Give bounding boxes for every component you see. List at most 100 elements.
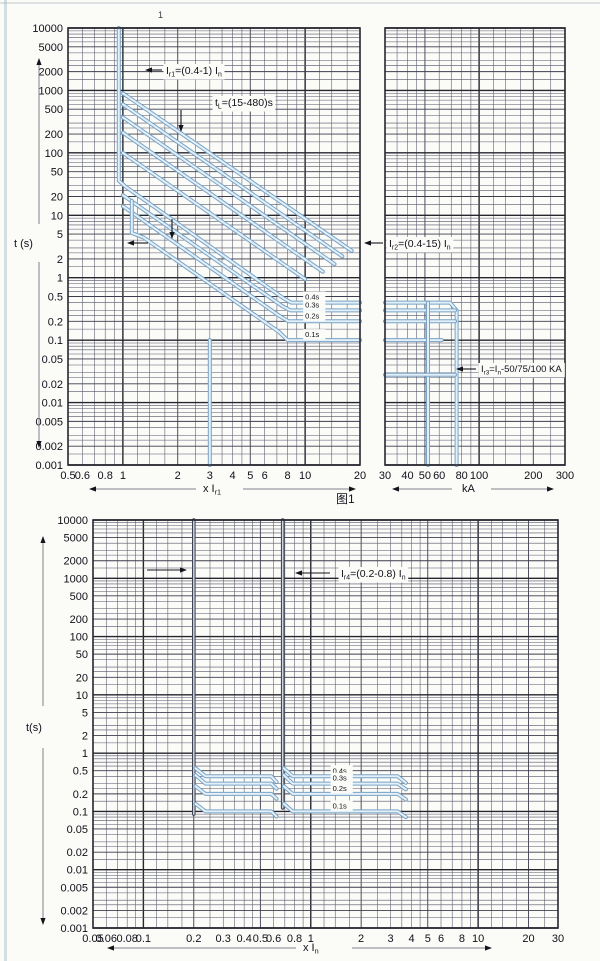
svg-text:8: 8 <box>459 933 465 945</box>
svg-text:0.3: 0.3 <box>216 933 231 945</box>
svg-text:10: 10 <box>299 470 311 482</box>
curve-long-time-pickup-max-to-0.4s-band <box>116 26 362 305</box>
svg-text:1000: 1000 <box>64 573 88 585</box>
svg-text:2: 2 <box>57 254 63 266</box>
svg-text:0.5: 0.5 <box>73 766 88 778</box>
svg-text:50: 50 <box>51 167 63 179</box>
svg-text:50: 50 <box>76 649 88 661</box>
log-grid <box>92 519 559 929</box>
svg-text:0.002: 0.002 <box>60 906 88 918</box>
curve-label: 0.3s <box>305 300 319 309</box>
svg-text:1: 1 <box>120 470 126 482</box>
svg-text:20: 20 <box>51 192 63 204</box>
svg-text:100: 100 <box>45 148 63 160</box>
svg-text:0.001: 0.001 <box>60 923 88 935</box>
svg-text:30: 30 <box>379 470 391 482</box>
svg-text:2: 2 <box>358 933 364 945</box>
svg-text:50: 50 <box>419 470 431 482</box>
svg-text:0.2: 0.2 <box>73 789 88 801</box>
svg-text:1: 1 <box>57 273 63 285</box>
svg-text:500: 500 <box>70 591 88 603</box>
svg-text:200: 200 <box>524 470 542 482</box>
svg-text:0.1: 0.1 <box>48 335 63 347</box>
svg-text:3: 3 <box>388 933 394 945</box>
svg-text:200: 200 <box>45 129 63 141</box>
svg-text:0.05: 0.05 <box>82 933 103 945</box>
svg-text:0.05: 0.05 <box>67 824 88 836</box>
svg-text:2000: 2000 <box>39 67 63 79</box>
svg-text:5: 5 <box>82 707 88 719</box>
svg-text:0.1: 0.1 <box>136 933 151 945</box>
stray-mark: 1 <box>158 10 164 20</box>
curve-label: 0.2s <box>333 784 347 793</box>
plot-frame <box>92 519 559 929</box>
svg-text:60: 60 <box>433 470 445 482</box>
svg-text:2000: 2000 <box>64 556 88 568</box>
curve-label-bg <box>330 765 353 776</box>
svg-text:0.005: 0.005 <box>35 416 63 428</box>
svg-text:4: 4 <box>408 933 414 945</box>
curve-gf-min-band-0.1s <box>193 801 279 819</box>
svg-text:0.8: 0.8 <box>287 933 302 945</box>
svg-text:20: 20 <box>76 672 88 684</box>
svg-text:0.4: 0.4 <box>237 933 252 945</box>
curve-label-bg <box>303 329 326 340</box>
annotation-text: Ir4=(0.2-0.8) In <box>341 568 406 582</box>
svg-text:5000: 5000 <box>39 42 63 54</box>
curves <box>192 518 408 820</box>
svg-text:300: 300 <box>556 470 574 482</box>
curve-label: 0.1s <box>305 330 319 339</box>
x-axis-label: x In <box>303 942 319 956</box>
svg-text:5: 5 <box>425 933 431 945</box>
curve-label-bg <box>330 800 353 811</box>
svg-text:2: 2 <box>175 470 181 482</box>
svg-text:0.5: 0.5 <box>60 470 75 482</box>
svg-text:0.02: 0.02 <box>42 379 63 391</box>
svg-text:20: 20 <box>522 933 534 945</box>
svg-text:1: 1 <box>308 933 314 945</box>
curve-label: 0.1s <box>333 801 347 810</box>
y-axis-label: t (s) <box>14 238 33 250</box>
chart-top-right: 30 40 50 60 80 100 200 300 Ir2=(0.4-15) In Ir3=In… <box>364 27 574 495</box>
svg-text:0.6: 0.6 <box>266 933 281 945</box>
curves <box>116 26 362 467</box>
svg-text:3: 3 <box>207 470 213 482</box>
tick-labels: 0.050.06 0.080.1 0.2 0.3 0.4 0.50.6 0.8 1 2 3 4 5 6 8… <box>57 515 564 945</box>
svg-text:80: 80 <box>456 470 468 482</box>
curve-label-bg <box>330 782 353 794</box>
log-grid <box>67 27 361 466</box>
svg-text:200: 200 <box>70 614 88 626</box>
svg-text:20: 20 <box>354 470 366 482</box>
svg-text:0.08: 0.08 <box>116 933 137 945</box>
annotation-text: Ir3=In-50/75/100 KA <box>481 364 562 377</box>
curve-label: 0.2s <box>305 311 319 320</box>
svg-text:30: 30 <box>552 933 564 945</box>
svg-text:5: 5 <box>247 470 253 482</box>
plot-frame <box>67 27 361 466</box>
svg-text:500: 500 <box>45 104 63 116</box>
curve-label-bg <box>303 310 326 321</box>
svg-text:0.1: 0.1 <box>73 806 88 818</box>
tick-labels: 30 40 50 60 80 100 200 300 <box>379 470 574 482</box>
curve-label: 0.4s <box>333 766 347 775</box>
chart-top-left: 0.5 0.6 0.8 1 2 3 4 5 6 8 10 2010000500020001000500… <box>14 23 366 497</box>
curve-label-bg <box>330 772 353 784</box>
curve-label: 0.4s <box>305 293 319 302</box>
svg-text:5: 5 <box>57 229 63 241</box>
curve-label-bg <box>303 299 326 310</box>
svg-text:1: 1 <box>82 748 88 760</box>
svg-text:0.2: 0.2 <box>186 933 201 945</box>
curves <box>383 300 459 467</box>
svg-text:0.5: 0.5 <box>253 933 268 945</box>
annotation-text: tL=(15-480)s <box>215 97 273 111</box>
scan-edge-left <box>4 0 7 961</box>
svg-text:5000: 5000 <box>64 533 88 545</box>
scan-edge-top <box>0 2 600 4</box>
svg-text:10000: 10000 <box>57 515 88 527</box>
curve-label-bg <box>303 291 326 303</box>
svg-text:0.05: 0.05 <box>42 354 63 366</box>
svg-text:100: 100 <box>470 470 488 482</box>
x-axis-label: kA <box>462 483 476 495</box>
